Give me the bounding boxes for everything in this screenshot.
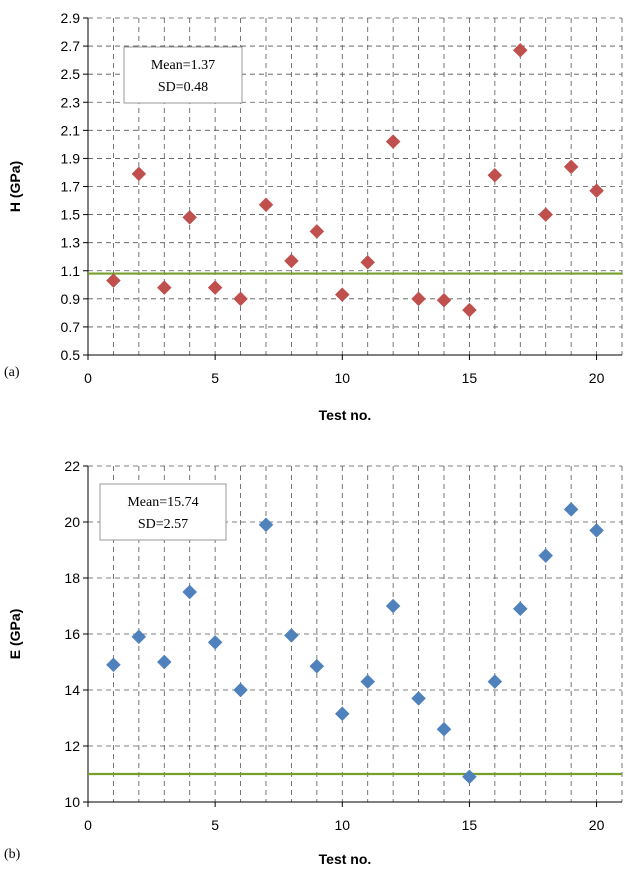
data-point bbox=[563, 159, 579, 175]
data-point bbox=[462, 769, 477, 785]
y-axis-title: E (GPa) bbox=[7, 609, 23, 660]
y-tick-label: 2.5 bbox=[61, 66, 81, 82]
chart-panel-a: 0.5 0.7 0.9 1.1 1.3 1.5 1.7 1.9 2.1 2.3 2.5 2.7 2.9 0… bbox=[4, 10, 623, 423]
panel-label: (b) bbox=[4, 847, 21, 862]
data-point bbox=[309, 224, 325, 239]
y-tick-label: 1.9 bbox=[61, 150, 81, 166]
data-point bbox=[385, 134, 401, 149]
data-point bbox=[512, 601, 528, 617]
y-tick-label: 2.1 bbox=[61, 122, 81, 138]
data-point bbox=[131, 166, 147, 182]
data-point bbox=[360, 674, 376, 689]
stats-box: Mean=15.74 SD=2.57 bbox=[99, 483, 227, 541]
data-point bbox=[385, 598, 401, 614]
data-point bbox=[156, 280, 172, 295]
data-point bbox=[334, 706, 350, 722]
x-tick-label: 5 bbox=[211, 817, 219, 833]
data-point bbox=[462, 302, 477, 318]
data-point bbox=[182, 584, 198, 600]
data-point bbox=[258, 197, 274, 213]
data-point bbox=[182, 210, 198, 225]
x-tick-label: 15 bbox=[462, 817, 478, 833]
y-tick-label: 2.7 bbox=[61, 38, 81, 54]
data-point bbox=[411, 291, 426, 307]
x-axis-title: Test no. bbox=[319, 851, 372, 867]
y-tick-label: 14 bbox=[64, 682, 80, 698]
x-tick-label: 5 bbox=[211, 370, 219, 386]
data-point bbox=[334, 287, 350, 302]
x-tick-label: 0 bbox=[84, 370, 92, 386]
x-tick-label: 20 bbox=[589, 370, 605, 386]
data-point bbox=[284, 628, 299, 643]
stats-box-frame bbox=[99, 483, 227, 541]
data-point bbox=[106, 657, 121, 673]
y-tick-label: 1.3 bbox=[61, 235, 81, 251]
stats-mean: Mean=1.37 bbox=[151, 58, 215, 73]
data-point bbox=[131, 629, 147, 645]
x-tick-label: 10 bbox=[334, 817, 350, 833]
y-tick-label: 0.5 bbox=[61, 347, 81, 363]
data-point bbox=[538, 548, 554, 563]
data-point bbox=[589, 183, 604, 199]
data-point bbox=[436, 292, 452, 308]
y-tick-label: 10 bbox=[64, 794, 80, 810]
data-point bbox=[233, 682, 248, 698]
y-tick-label: 0.9 bbox=[61, 291, 81, 307]
data-point bbox=[360, 254, 376, 270]
y-tick-label: 0.7 bbox=[61, 319, 81, 335]
data-point bbox=[207, 280, 223, 295]
y-axis-title: H (GPa) bbox=[7, 161, 23, 212]
stats-box: Mean=1.37 SD=0.48 bbox=[123, 46, 243, 104]
data-point bbox=[207, 635, 223, 650]
y-tick-label: 12 bbox=[64, 738, 80, 754]
data-point bbox=[309, 658, 325, 674]
y-tick-label: 18 bbox=[64, 570, 80, 586]
y-tick-label: 20 bbox=[64, 514, 80, 530]
x-tick-label: 20 bbox=[589, 817, 605, 833]
data-point bbox=[284, 253, 299, 269]
y-tick-label: 22 bbox=[64, 458, 80, 474]
data-point bbox=[563, 502, 579, 517]
y-tick-label: 1.1 bbox=[61, 263, 81, 279]
data-point bbox=[233, 291, 248, 307]
data-point bbox=[411, 691, 426, 706]
panel-label: (a) bbox=[4, 365, 20, 380]
stats-sd: SD=0.48 bbox=[158, 80, 208, 95]
y-tick-label: 2.9 bbox=[61, 10, 81, 26]
chart-panel-b: 10 12 14 16 18 20 22 0 5 10 15 20 Mean=15.74 SD=2.57 T… bbox=[4, 458, 623, 867]
data-point bbox=[156, 654, 172, 670]
data-point bbox=[106, 273, 121, 288]
stats-mean: Mean=15.74 bbox=[127, 495, 198, 510]
data-point bbox=[512, 42, 528, 58]
data-point bbox=[487, 167, 503, 183]
data-point bbox=[258, 517, 274, 533]
y-tick-label: 1.5 bbox=[61, 207, 81, 223]
stats-box-frame bbox=[123, 46, 243, 104]
x-tick-label: 0 bbox=[84, 817, 92, 833]
y-tick-label: 2.3 bbox=[61, 94, 81, 110]
y-tick-label: 1.7 bbox=[61, 179, 81, 195]
x-tick-label: 10 bbox=[334, 370, 350, 386]
data-point bbox=[538, 207, 554, 222]
y-tick-label: 16 bbox=[64, 626, 80, 642]
data-point bbox=[436, 721, 452, 737]
x-tick-label: 15 bbox=[462, 370, 478, 386]
x-axis-title: Test no. bbox=[319, 407, 372, 423]
data-point bbox=[589, 523, 604, 538]
stats-sd: SD=2.57 bbox=[138, 517, 188, 532]
data-point bbox=[487, 674, 503, 689]
